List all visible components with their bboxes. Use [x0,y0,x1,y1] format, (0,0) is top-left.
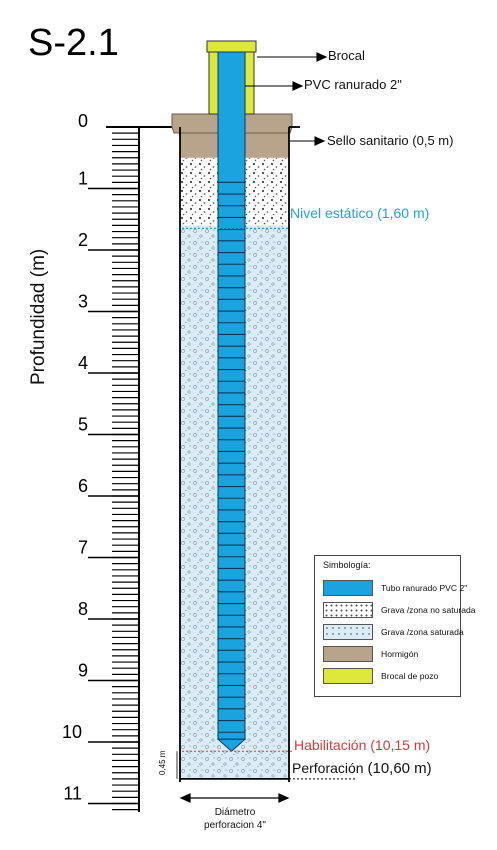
brocal-callout: Brocal [328,48,365,63]
habilitacion-callout: Habilitación (10,15 m) [294,737,431,753]
legend-item: Grava /zona saturada [323,624,464,640]
legend-swatch [323,580,373,596]
pvc-pipe [217,51,246,740]
tick-labels: 0 1 2 3 4 5 6 7 8 9 10 11 [62,111,88,804]
major-ticks [88,187,139,805]
depth-axis-label: Profundidad (m) [28,248,49,385]
depth-tick-label: 10 [62,722,82,742]
nivel-callout: Nivel estático (1,60 m) [290,205,430,221]
borehole [171,40,355,782]
legend-label: Grava /zona no saturada [381,605,476,615]
well-title: S-2.1 [28,22,119,64]
sello-callout: Sello sanitario (0,5 m) [327,133,454,148]
legend: Simbología: Tubo ranurado PVC 2" Grava /z… [314,555,476,697]
depth-tick-label: 7 [78,538,88,558]
depth-tick-label: 3 [78,292,88,312]
perforacion-callout: Perforación (10,60 m) [292,760,432,777]
pvc-callout: PVC ranurado 2" [304,77,402,92]
legend-swatch [323,624,373,640]
legend-label: Hormigón [381,649,419,659]
diametro-label: Diámetro perforacion 4" [204,807,266,831]
pipe-tip [216,738,247,752]
legend-swatch [323,602,373,618]
depth-tick-label: 11 [63,784,82,804]
legend-item: Grava /zona no saturada [323,602,476,618]
callout-arrows [245,52,328,146]
perforacion-label: Perforación [292,760,364,776]
depth-tick-label: 5 [78,415,88,435]
legend-item: Brocal de pozo [323,668,438,684]
legend-title: Simbología: [323,560,371,570]
depth-tick-label: 1 [78,169,88,189]
gap-label: 0,45 m [158,750,167,775]
bottom-gravel-zone [180,751,289,779]
legend-label: Brocal de pozo [381,671,439,681]
legend-swatch [323,668,373,684]
depth-tick-label: 8 [78,599,88,619]
pipe-slots [218,181,245,733]
minor-ticks [112,126,139,811]
depth-tick-label: 9 [78,661,88,681]
brocal-cap [206,40,257,53]
perforacion-value: (10,60 m) [367,760,432,777]
depth-tick-label: 2 [78,230,88,250]
legend-label: Grava /zona saturada [381,627,464,637]
legend-swatch [323,646,373,662]
depth-tick-label: 4 [78,353,88,373]
legend-item: Hormigón [323,646,418,662]
depth-tick-label: 0 [78,111,88,131]
depth-tick-label: 6 [78,476,88,496]
legend-item: Tubo ranurado PVC 2" [323,580,467,596]
diameter-arrow [179,793,290,803]
legend-label: Tubo ranurado PVC 2" [381,583,468,593]
depth-scale: 0 1 2 3 4 5 6 7 8 9 10 11 [62,111,180,812]
